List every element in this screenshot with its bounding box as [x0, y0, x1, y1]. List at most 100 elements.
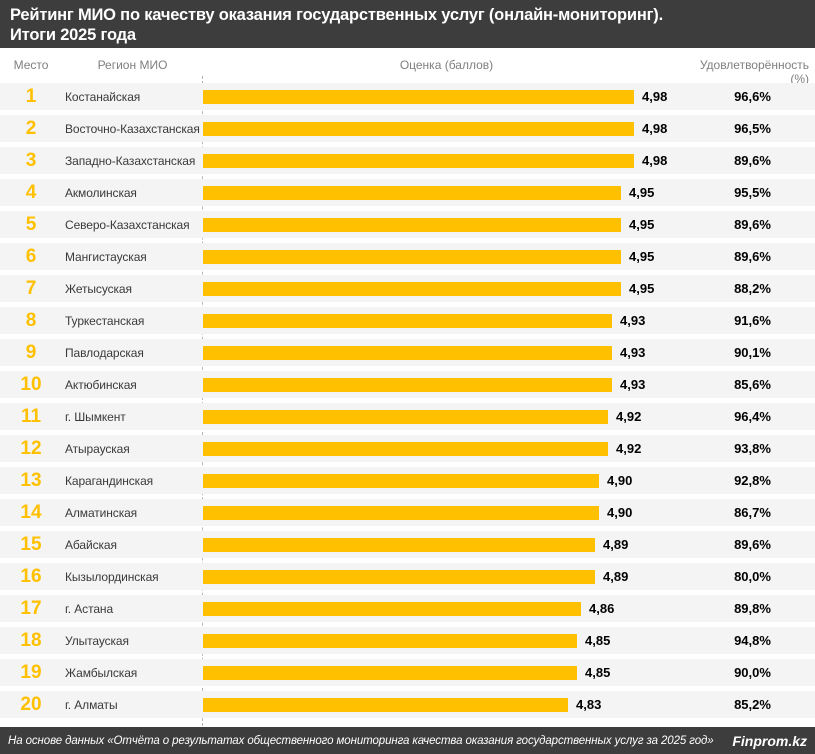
rank-number: 15 [20, 534, 42, 555]
satisfaction-value: 90,0% [734, 665, 771, 680]
satisfaction-value: 91,6% [734, 313, 771, 328]
score-value: 4,92 [616, 441, 642, 456]
rank-number: 3 [25, 150, 37, 171]
rank-number: 12 [20, 438, 42, 459]
score-bar-cell: 4,89 [203, 531, 690, 558]
satisfaction-value: 89,8% [734, 601, 771, 616]
score-value: 4,90 [607, 473, 633, 488]
score-value: 4,98 [642, 153, 668, 168]
rank-number: 11 [20, 406, 42, 427]
score-value: 4,95 [629, 185, 655, 200]
rank-number: 18 [20, 630, 42, 651]
satisfaction-value: 89,6% [734, 153, 771, 168]
region-name: Жамбылская [65, 665, 138, 680]
region-name: г. Шымкент [65, 409, 126, 424]
region-name: Алматинская [65, 505, 138, 520]
region-name: Мангистауская [65, 249, 147, 264]
satisfaction-value: 89,6% [734, 537, 771, 552]
column-header-rank: Место [13, 58, 49, 72]
rank-number: 8 [25, 310, 37, 331]
source-note: На основе данных «Отчёта о результатах о… [8, 734, 714, 747]
satisfaction-value: 93,8% [734, 441, 771, 456]
score-value: 4,98 [642, 121, 668, 136]
region-name: Абайская [65, 537, 117, 552]
region-name: Карагандинская [65, 473, 154, 488]
region-name: Акмолинская [65, 185, 137, 200]
score-bar-cell: 4,86 [203, 595, 690, 622]
table-row: 20 г. Алматы 4,83 85,2% [0, 691, 815, 718]
satisfaction-value: 85,2% [734, 697, 771, 712]
score-bar [203, 505, 599, 520]
table-row: 3 Западно-Казахстанская 4,98 89,6% [0, 147, 815, 174]
column-headers: Место Регион МИО Оценка (баллов) Удовлет… [0, 58, 815, 86]
satisfaction-value: 96,6% [734, 89, 771, 104]
column-header-satisfaction: Удовлетворённость (%) [699, 58, 809, 86]
score-value: 4,95 [629, 249, 655, 264]
table-row: 2 Восточно-Казахстанская 4,98 96,5% [0, 115, 815, 142]
table-row: 7 Жетысуская 4,95 88,2% [0, 275, 815, 302]
score-bar-cell: 4,95 [203, 179, 690, 206]
satisfaction-value: 94,8% [734, 633, 771, 648]
axis-baseline-dashed-line [202, 76, 203, 726]
score-bar-cell: 4,95 [203, 275, 690, 302]
score-bar [203, 345, 612, 360]
score-bar [203, 185, 621, 200]
table-row: 1 Костанайская 4,98 96,6% [0, 83, 815, 110]
region-name: Жетысуская [65, 281, 132, 296]
rank-number: 20 [20, 694, 42, 715]
table-row: 15 Абайская 4,89 89,6% [0, 531, 815, 558]
rank-number: 14 [20, 502, 42, 523]
region-name: Улытауская [65, 633, 129, 648]
table-row: 12 Атырауская 4,92 93,8% [0, 435, 815, 462]
score-bar [203, 441, 608, 456]
score-bar [203, 409, 608, 424]
score-bar-cell: 4,93 [203, 307, 690, 334]
score-bar [203, 537, 595, 552]
region-name: Восточно-Казахстанская [65, 121, 200, 136]
score-bar [203, 89, 634, 104]
satisfaction-value: 89,6% [734, 249, 771, 264]
satisfaction-value: 85,6% [734, 377, 771, 392]
table-row: 17 г. Астана 4,86 89,8% [0, 595, 815, 622]
score-bar-cell: 4,92 [203, 403, 690, 430]
score-value: 4,85 [585, 665, 611, 680]
score-bar [203, 217, 621, 232]
rank-number: 19 [20, 662, 42, 683]
rank-number: 2 [25, 118, 37, 139]
satisfaction-value: 80,0% [734, 569, 771, 584]
footer-bar: На основе данных «Отчёта о результатах о… [0, 727, 815, 754]
score-bar [203, 281, 621, 296]
score-bar-cell: 4,85 [203, 627, 690, 654]
score-bar-cell: 4,90 [203, 467, 690, 494]
rank-number: 7 [25, 278, 37, 299]
score-bar [203, 121, 634, 136]
table-row: 14 Алматинская 4,90 86,7% [0, 499, 815, 526]
satisfaction-value: 96,4% [734, 409, 771, 424]
score-bar-cell: 4,85 [203, 659, 690, 686]
score-bar-cell: 4,98 [203, 147, 690, 174]
table-row: 6 Мангистауская 4,95 89,6% [0, 243, 815, 270]
satisfaction-value: 90,1% [734, 345, 771, 360]
score-value: 4,86 [589, 601, 615, 616]
table-row: 16 Кызылординская 4,89 80,0% [0, 563, 815, 590]
table-row: 8 Туркестанская 4,93 91,6% [0, 307, 815, 334]
score-bar-cell: 4,83 [203, 691, 690, 718]
satisfaction-value: 96,5% [734, 121, 771, 136]
finprom-logo: Finprom.kz [732, 732, 807, 749]
score-value: 4,83 [576, 697, 602, 712]
score-bar [203, 313, 612, 328]
rank-number: 10 [20, 374, 42, 395]
table-row: 9 Павлодарская 4,93 90,1% [0, 339, 815, 366]
score-value: 4,85 [585, 633, 611, 648]
ranking-list: 1 Костанайская 4,98 96,6% 2 Восточно-Каз… [0, 83, 815, 723]
table-row: 19 Жамбылская 4,85 90,0% [0, 659, 815, 686]
score-value: 4,93 [620, 377, 646, 392]
table-row: 5 Северо-Казахстанская 4,95 89,6% [0, 211, 815, 238]
score-bar [203, 633, 577, 648]
score-bar-cell: 4,95 [203, 211, 690, 238]
score-bar [203, 569, 595, 584]
score-bar [203, 601, 581, 616]
score-bar-cell: 4,90 [203, 499, 690, 526]
rank-number: 17 [20, 598, 42, 619]
